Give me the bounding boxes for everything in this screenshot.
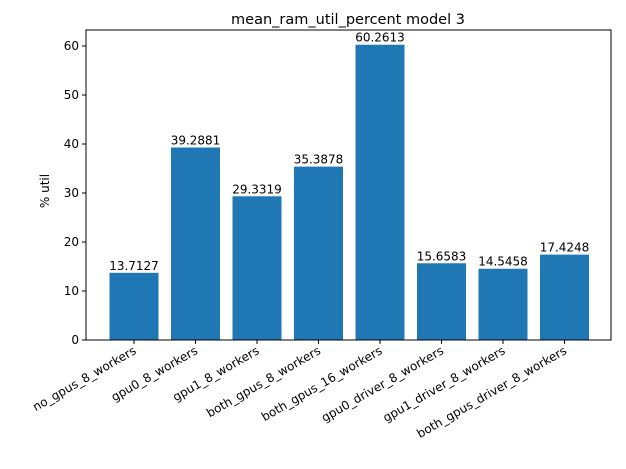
bar bbox=[355, 44, 405, 340]
bar bbox=[540, 254, 589, 340]
y-tick-label: 30 bbox=[64, 186, 79, 200]
bar bbox=[232, 196, 282, 340]
data-label: 14.5458 bbox=[478, 255, 528, 269]
data-label: 29.3319 bbox=[232, 182, 282, 196]
y-tick-label: 50 bbox=[64, 88, 79, 102]
y-axis-label: % util bbox=[38, 174, 52, 208]
chart-title: mean_ram_util_percent model 3 bbox=[231, 12, 465, 28]
data-label: 17.4248 bbox=[540, 241, 590, 255]
y-tick-label: 10 bbox=[64, 284, 79, 298]
y-tick-label: 60 bbox=[64, 39, 79, 53]
data-label: 39.2881 bbox=[171, 134, 221, 148]
plot-area: 0 10 20 30 40 50 60 13.7127 no_gpus_8_workers 39.… bbox=[30, 31, 589, 441]
bar bbox=[294, 166, 343, 340]
bar bbox=[109, 272, 159, 340]
data-label: 60.2613 bbox=[355, 31, 405, 45]
bar bbox=[478, 268, 528, 340]
plot-frame bbox=[85, 29, 612, 341]
x-tick-label: no_gpus_8_workers bbox=[30, 343, 138, 414]
bar bbox=[417, 263, 466, 340]
data-label: 13.7127 bbox=[109, 259, 159, 273]
bar bbox=[171, 147, 220, 340]
y-tick-label: 0 bbox=[71, 333, 79, 347]
data-label: 15.6583 bbox=[417, 249, 467, 263]
y-tick-label: 20 bbox=[64, 235, 79, 249]
y-tick-label: 40 bbox=[64, 137, 79, 151]
data-label: 35.3878 bbox=[294, 153, 344, 167]
